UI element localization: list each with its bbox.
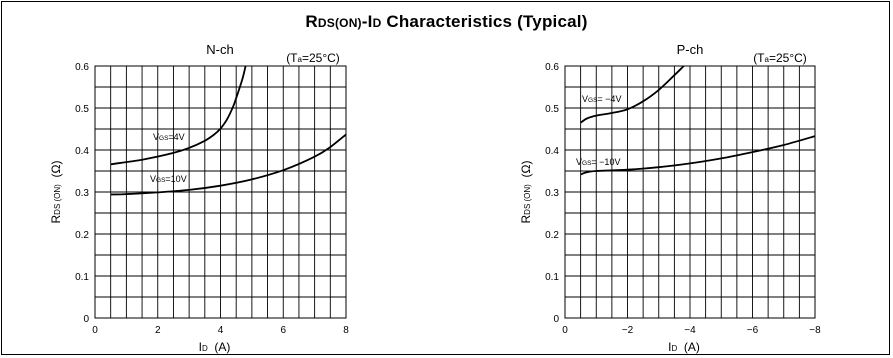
condition-label: (Ta=25°C) xyxy=(286,51,340,65)
y-axis-label-sub: DS (ON) xyxy=(523,184,532,215)
y-tick-label: 0.6 xyxy=(545,62,559,73)
y-axis-label-main: R xyxy=(49,214,63,223)
x-axis-label-main: I xyxy=(199,340,202,354)
x-axis-label-main: I xyxy=(668,340,671,354)
figure-title: RDS(ON)-ID Characteristics (Typical) xyxy=(305,12,588,31)
series-line-vgs-4v xyxy=(580,65,685,124)
series-label-main: V xyxy=(153,132,159,142)
y-tick-label: 0.3 xyxy=(75,188,89,199)
y-axis-label-main: R xyxy=(519,214,533,223)
series-label: VGS=10V xyxy=(150,174,187,184)
condition-close: =25°C) xyxy=(769,51,807,65)
series-label-main: V xyxy=(582,94,588,104)
nch-chart: 0 0.1 0.2 0.3 0.4 0.5 0.6 0 2 4 6 8 N-ch (Ta=25°C) ID … xyxy=(49,42,349,354)
series-label-main: V xyxy=(576,157,582,167)
series-label-main: V xyxy=(150,174,156,184)
condition-sub: a xyxy=(765,55,770,64)
series-label-sub: GS xyxy=(156,177,166,184)
y-tick-label: 0.1 xyxy=(75,272,89,283)
series-label: VGS= −10V xyxy=(576,157,620,167)
condition-sub: a xyxy=(298,55,303,64)
x-tick-label: −8 xyxy=(809,325,821,336)
series-label-sub: GS xyxy=(582,160,592,167)
y-axis-label: RDS (ON) (Ω) xyxy=(49,161,63,224)
y-axis-label-sub: DS (ON) xyxy=(53,184,62,215)
x-tick-label: 6 xyxy=(280,325,286,336)
x-tick-label: −4 xyxy=(684,325,696,336)
y-tick-label: 0.5 xyxy=(75,104,89,115)
y-tick-label: 0.3 xyxy=(545,188,559,199)
y-tick-label: 0.1 xyxy=(545,272,559,283)
y-axis-label-unit: (Ω) xyxy=(519,161,533,185)
x-tick-label: 8 xyxy=(343,325,349,336)
x-axis-label-sub: D xyxy=(671,344,677,353)
series-label-sub: GS xyxy=(588,97,598,104)
x-tick-label: 0 xyxy=(562,325,568,336)
x-tick-label: −2 xyxy=(622,325,634,336)
y-tick-label: 0.2 xyxy=(75,230,89,241)
condition-open: (T xyxy=(753,51,765,65)
plot-area xyxy=(94,65,347,319)
y-tick-label: 0 xyxy=(83,314,89,325)
y-tick-label: 0.5 xyxy=(545,104,559,115)
series-label-rest: = −4V xyxy=(597,94,621,104)
x-axis-label: ID (A) xyxy=(199,340,231,354)
series-label: VGS= −4V xyxy=(582,94,621,104)
x-tick-label: −6 xyxy=(747,325,759,336)
x-axis-label-sub: D xyxy=(202,344,208,353)
y-axis-label: RDS (ON) (Ω) xyxy=(519,161,533,224)
condition-label: (Ta=25°C) xyxy=(753,51,807,65)
series-line-vgs-10v xyxy=(580,135,816,176)
condition-open: (T xyxy=(286,51,298,65)
x-tick-label: 2 xyxy=(155,325,161,336)
series-label-rest: =10V xyxy=(165,174,186,184)
y-axis-label-unit: (Ω) xyxy=(49,161,63,185)
panel-title: P-ch xyxy=(677,42,704,57)
plot-area xyxy=(564,65,816,319)
y-tick-label: 0.6 xyxy=(75,62,89,73)
x-tick-label: 4 xyxy=(218,325,224,336)
x-axis-label-unit: (A) xyxy=(677,340,700,354)
y-tick-label: 0.2 xyxy=(545,230,559,241)
pch-chart: 0 0.1 0.2 0.3 0.4 0.5 0.6 0 −2 −4 −6 −8 P-ch (Ta=25°C… xyxy=(519,42,821,354)
series-line-vgs-10v xyxy=(110,133,347,196)
series-label-rest: =4V xyxy=(168,132,184,142)
y-tick-label: 0.4 xyxy=(75,146,89,157)
condition-close: =25°C) xyxy=(302,51,340,65)
x-tick-label: 0 xyxy=(92,325,98,336)
series-label: VGS=4V xyxy=(153,132,185,142)
series-label-sub: GS xyxy=(159,135,169,142)
panel-title: N-ch xyxy=(206,42,233,57)
series-label-rest: = −10V xyxy=(591,157,620,167)
y-tick-label: 0 xyxy=(553,314,559,325)
series-line-vgs-4v xyxy=(110,65,247,166)
x-axis-label: ID (A) xyxy=(668,340,700,354)
x-axis-label-unit: (A) xyxy=(208,340,231,354)
y-tick-label: 0.4 xyxy=(545,146,559,157)
